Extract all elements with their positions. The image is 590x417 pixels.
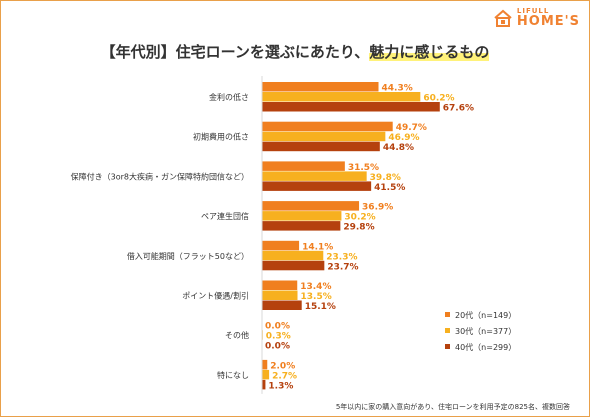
category-label: 特になし [217,370,249,380]
data-label: 13.5% [301,292,332,302]
bar [262,82,379,92]
data-label: 2.0% [270,361,295,371]
bar [262,181,372,191]
data-label: 36.9% [362,203,393,213]
bar [262,171,367,181]
bar [262,131,386,142]
bar [262,211,342,221]
bar [262,250,324,261]
bar [262,92,421,102]
bar [262,260,325,271]
category-label: 初期費用の低さ [193,132,249,142]
logo-text-bottom: HOME'S [516,14,580,29]
category-label: 保障付き（3or8大疾病・ガン保障特約団信など） [71,171,249,181]
bar [262,161,345,171]
bar [262,121,393,132]
data-label: 23.3% [326,252,357,262]
data-label: 14.1% [302,242,333,252]
data-label: 30.2% [344,213,375,223]
category-label: ポイント優遇/割引 [182,291,249,301]
bar [262,379,266,390]
category-label: 借入可能期間（フラット50など） [127,251,249,261]
bar [262,280,298,290]
data-label: 13.4% [300,282,331,292]
category-label: 金利の低さ [209,92,249,102]
legend-label: 30代（n=377） [455,326,516,336]
data-label: 39.8% [370,173,401,183]
data-label: 0.3% [266,332,291,342]
category-label: その他 [225,330,249,340]
bar [262,300,302,310]
bar [262,221,341,231]
data-label: 41.5% [374,183,405,193]
chart-title-main: 【年代別】住宅ローンを選ぶにあたり、 [100,43,370,61]
legend-label: 20代（n=149） [455,310,516,320]
house-icon [494,9,512,27]
data-label: 31.5% [348,163,379,173]
data-label: 67.6% [443,104,474,114]
data-label: 15.1% [305,302,336,312]
bar [262,369,270,380]
lifull-homes-logo: LIFULL HOME'S [493,8,580,28]
data-label: 46.9% [388,133,419,143]
chart-title-highlight: 魅力に感じるもの [369,43,490,61]
bar [262,201,360,211]
data-label: 60.2% [423,94,454,104]
footnote: 5年以内に家の購入意向があり、住宅ローンを利用予定の825名、複数回答 [335,403,570,411]
chart-title: 【年代別】住宅ローンを選ぶにあたり、魅力に感じるもの [0,41,590,62]
data-label: 44.8% [383,143,414,153]
category-label: ペア連生団信 [201,211,249,221]
logo-text-top: LIFULL [516,7,550,15]
legend-label: 40代（n=299） [455,342,516,352]
data-label: 1.3% [268,381,293,391]
data-label: 23.7% [327,262,358,272]
legend-swatch [445,344,450,349]
data-label: 0.0% [265,342,290,352]
legend-swatch [445,312,450,317]
bar [262,141,380,152]
legend-swatch [445,328,450,333]
bar [262,359,268,370]
bar [262,240,300,251]
data-label: 2.7% [272,371,297,381]
data-label: 0.0% [265,322,290,332]
bar [262,290,298,300]
data-label: 49.7% [396,123,427,133]
data-label: 44.3% [382,84,413,94]
bar [262,102,440,112]
data-label: 29.8% [343,223,374,233]
